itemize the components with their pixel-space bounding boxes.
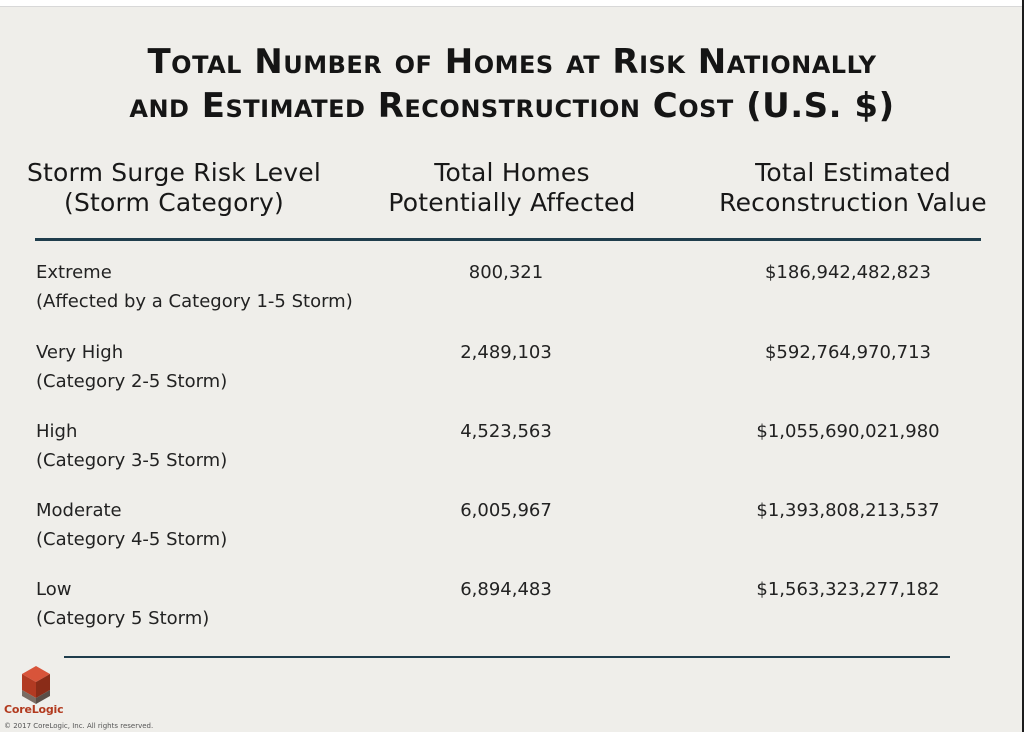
risk-level-name: Extreme: [36, 262, 112, 283]
slide-title-line-2: and Estimated Reconstruction Cost (U.S. …: [129, 86, 895, 126]
total-homes-cell: 6,894,483: [460, 579, 552, 600]
column-header-total-homes-line-2: Potentially Affected: [388, 188, 636, 217]
table-row: Very High (Category 2-5 Storm) 2,489,103…: [0, 338, 1024, 408]
column-header-reconstruction-value-line-2: Reconstruction Value: [719, 188, 987, 217]
risk-level-cell: Moderate (Category 4-5 Storm): [36, 496, 416, 554]
column-header-total-homes: Total Homes Potentially Affected: [355, 158, 669, 218]
risk-level-name: Moderate: [36, 500, 122, 521]
reconstruction-value-cell: $186,942,482,823: [764, 262, 932, 283]
risk-level-name: High: [36, 421, 78, 442]
column-header-reconstruction-value: Total Estimated Reconstruction Value: [686, 158, 1020, 218]
total-homes-cell: 6,005,967: [460, 500, 552, 521]
column-header-risk-level: Storm Surge Risk Level (Storm Category): [0, 158, 348, 218]
total-homes-cell: 4,523,563: [460, 421, 552, 442]
risk-level-category: (Category 2-5 Storm): [36, 371, 228, 392]
corelogic-logo-icon: [22, 666, 50, 704]
risk-level-name: Low: [36, 579, 72, 600]
total-homes-cell: 800,321: [468, 262, 544, 283]
table-row: Moderate (Category 4-5 Storm) 6,005,967 …: [0, 496, 1024, 566]
total-homes-cell: 2,489,103: [460, 342, 552, 363]
reconstruction-value-cell: $592,764,970,713: [764, 342, 932, 363]
reconstruction-value-cell: $1,055,690,021,980: [756, 421, 940, 442]
column-header-total-homes-line-1: Total Homes: [434, 158, 590, 187]
slide-title: Total Number of Homes at Risk Nationally…: [52, 40, 972, 128]
column-header-risk-level-line-2: (Storm Category): [63, 188, 284, 217]
copyright-notice: © 2017 CoreLogic, Inc. All rights reserv…: [4, 722, 154, 730]
risk-level-category: (Category 5 Storm): [36, 608, 210, 629]
header-divider: [35, 238, 981, 241]
table-row: Low (Category 5 Storm) 6,894,483 $1,563,…: [0, 575, 1024, 645]
column-header-risk-level-line-1: Storm Surge Risk Level: [26, 158, 321, 187]
column-header-reconstruction-value-line-1: Total Estimated: [755, 158, 951, 187]
risk-level-category: (Category 4-5 Storm): [36, 529, 228, 550]
risk-level-cell: High (Category 3-5 Storm): [36, 417, 416, 475]
risk-level-category: (Category 3-5 Storm): [36, 450, 228, 471]
slide-title-line-1: Total Number of Homes at Risk Nationally: [147, 42, 877, 82]
risk-level-name: Very High: [36, 342, 124, 363]
table-row: Extreme (Affected by a Category 1-5 Stor…: [0, 258, 1024, 328]
window-right-border: [1022, 0, 1024, 732]
risk-level-cell: Extreme (Affected by a Category 1-5 Stor…: [36, 258, 416, 316]
risk-level-cell: Very High (Category 2-5 Storm): [36, 338, 416, 396]
table-row: High (Category 3-5 Storm) 4,523,563 $1,0…: [0, 417, 1024, 487]
reconstruction-value-cell: $1,393,808,213,537: [756, 500, 940, 521]
window-top-border: [0, 0, 1024, 7]
corelogic-logo-text: CoreLogic: [4, 703, 64, 716]
risk-level-category: (Affected by a Category 1-5 Storm): [36, 291, 353, 312]
table-bottom-divider: [64, 656, 950, 658]
risk-level-cell: Low (Category 5 Storm): [36, 575, 416, 633]
reconstruction-value-cell: $1,563,323,277,182: [756, 579, 940, 600]
